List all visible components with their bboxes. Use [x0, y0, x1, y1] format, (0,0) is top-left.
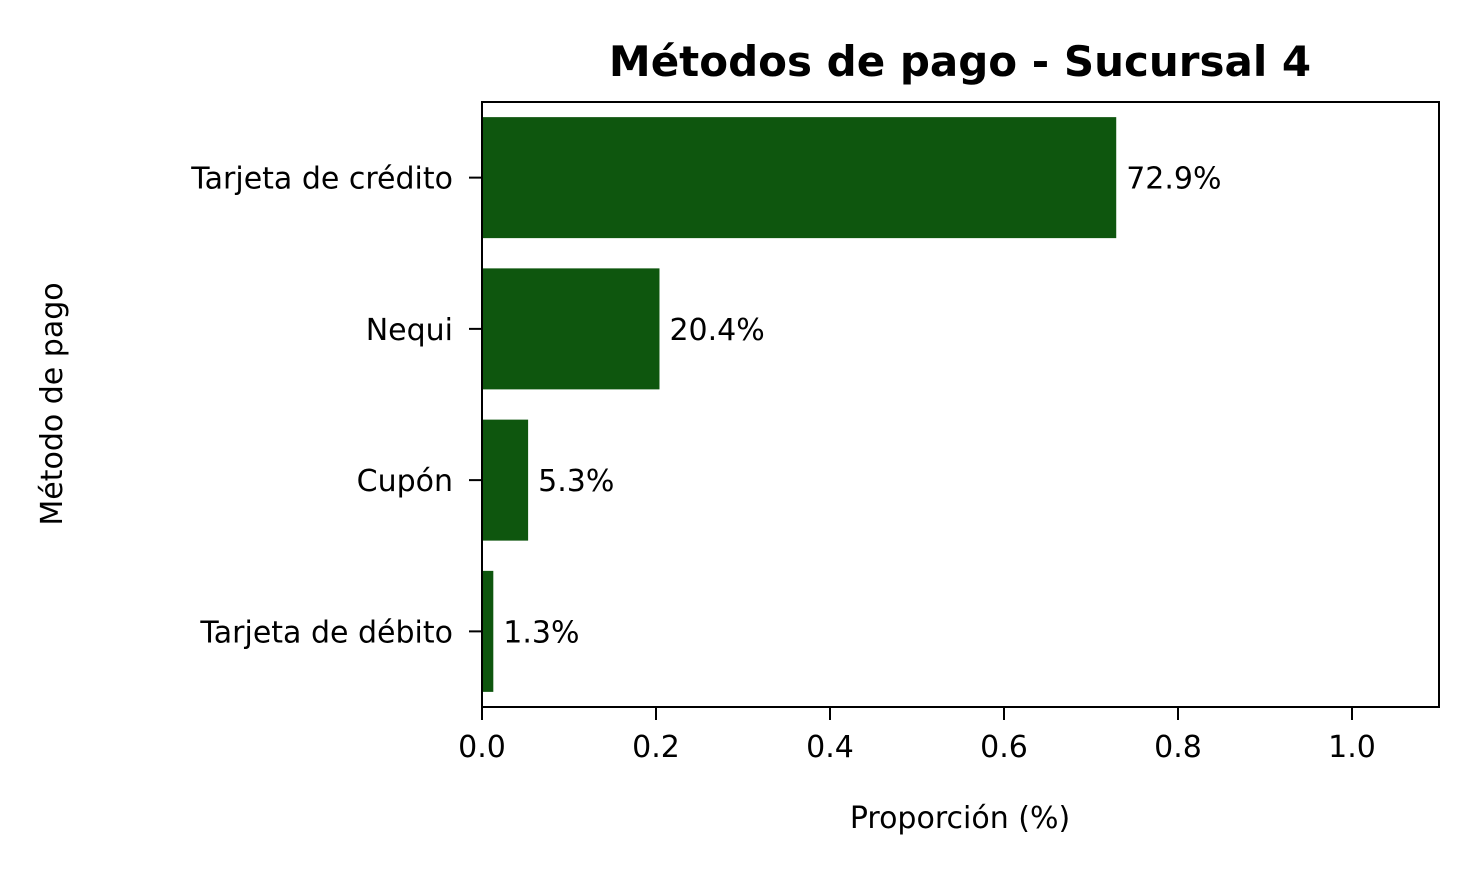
bar	[482, 117, 1117, 239]
bar	[482, 419, 529, 541]
y-tick-label: Tarjeta de crédito	[190, 162, 453, 197]
x-tick-label: 0.6	[980, 730, 1028, 765]
x-tick-label: 0.0	[458, 730, 506, 765]
bar-value-label: 5.3%	[538, 464, 614, 499]
bar-value-label: 1.3%	[503, 615, 579, 650]
bar-value-label: 72.9%	[1126, 162, 1221, 197]
x-tick-label: 1.0	[1328, 730, 1376, 765]
plot-area: 72.9% Tarjeta de crédito 20.4% Nequi 5.3% Cup…	[190, 117, 1376, 765]
y-tick-label: Tarjeta de débito	[199, 615, 453, 650]
y-tick-label: Cupón	[357, 464, 453, 499]
chart-title: Métodos de pago - Sucursal 4	[609, 37, 1311, 86]
y-tick-label: Nequi	[366, 313, 453, 348]
bar-value-label: 20.4%	[669, 313, 764, 348]
bar	[482, 268, 660, 390]
x-tick-label: 0.2	[632, 730, 680, 765]
x-tick-label: 0.4	[806, 730, 854, 765]
bar	[482, 570, 494, 692]
y-axis-label: Método de pago	[35, 282, 70, 525]
x-axis-label: Proporción (%)	[850, 801, 1070, 836]
plot-frame	[481, 101, 1440, 708]
x-tick-label: 0.8	[1154, 730, 1202, 765]
